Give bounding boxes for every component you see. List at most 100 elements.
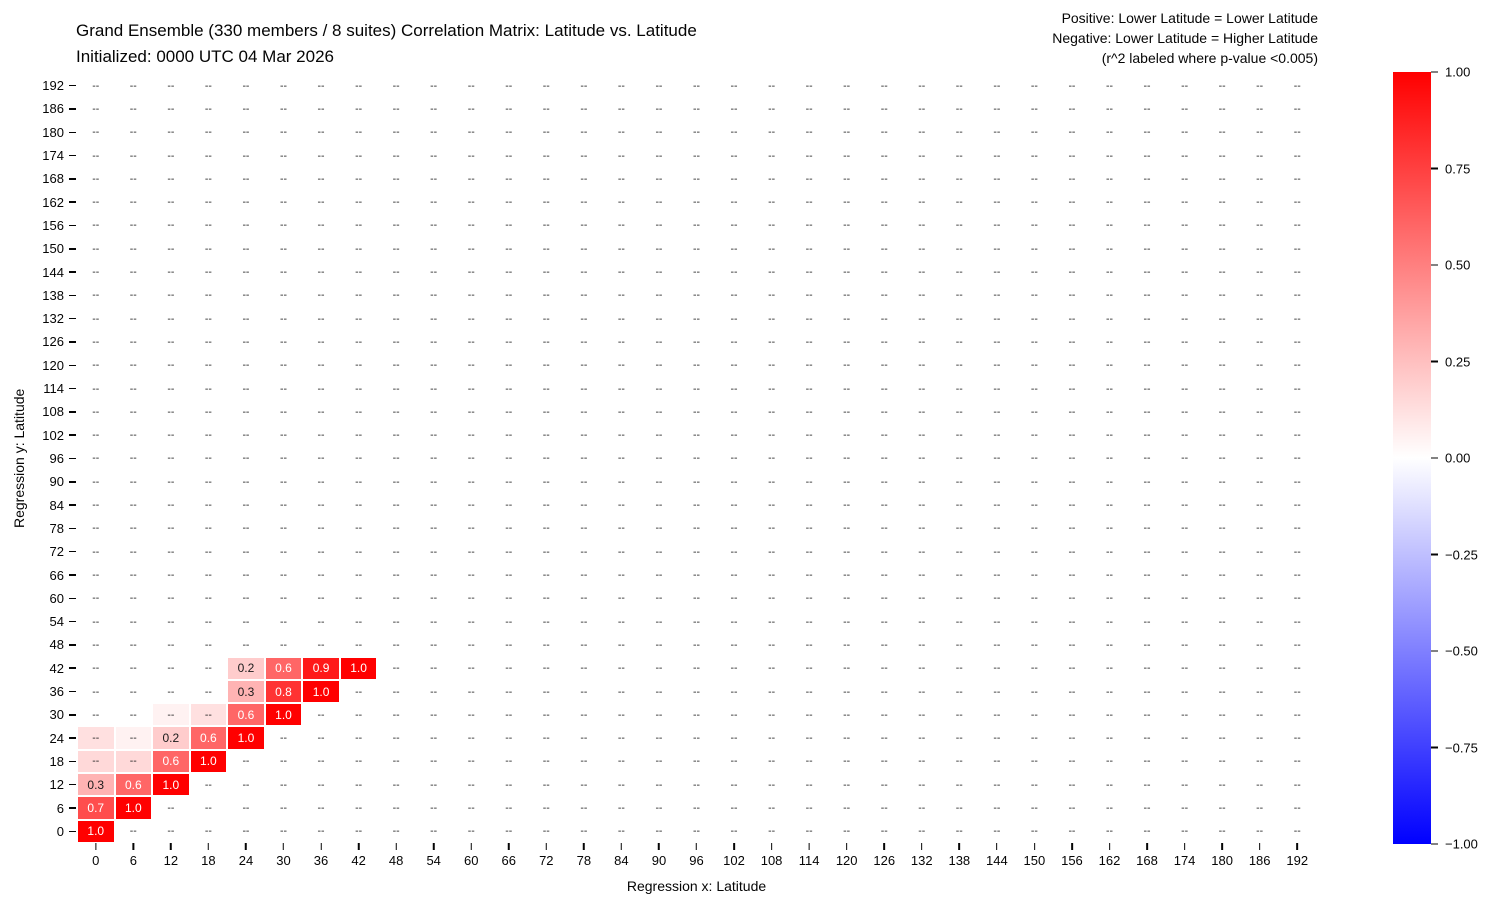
- heatmap-cell: --: [940, 237, 979, 261]
- heatmap-cell: --: [940, 376, 979, 401]
- heatmap-cell: --: [790, 330, 828, 354]
- heatmap-cell: --: [715, 679, 753, 704]
- heatmap-cell: --: [865, 74, 903, 98]
- heatmap-cell: --: [715, 97, 753, 121]
- heatmap-cell: --: [339, 540, 378, 564]
- heatmap-cell: --: [752, 609, 791, 634]
- heatmap-cell: --: [752, 283, 791, 308]
- heatmap-cell: --: [640, 237, 678, 261]
- heatmap-cell: --: [264, 260, 303, 284]
- heatmap-cell: --: [490, 773, 528, 797]
- heatmap-cell: --: [827, 609, 866, 634]
- heatmap-cell: --: [452, 703, 490, 727]
- heatmap-cell: --: [1240, 493, 1279, 517]
- heatmap-cell: --: [1165, 190, 1204, 214]
- heatmap-cell: --: [77, 74, 115, 98]
- x-axis-tick-mark: [207, 843, 210, 850]
- heatmap-cell: --: [452, 237, 490, 261]
- heatmap-cell: --: [865, 516, 903, 541]
- heatmap-cell: 0.2: [227, 656, 265, 680]
- heatmap-cell: --: [1128, 516, 1166, 541]
- heatmap-cell: --: [227, 120, 265, 144]
- heatmap-cell: --: [377, 703, 415, 727]
- heatmap-cell: --: [1203, 376, 1241, 401]
- heatmap-cell: --: [903, 679, 941, 704]
- heatmap-cell: --: [527, 353, 566, 377]
- heatmap-cell: --: [377, 400, 415, 424]
- heatmap-cell: --: [339, 237, 378, 261]
- heatmap-cell: --: [189, 330, 228, 354]
- x-axis-tick: 126: [873, 843, 895, 868]
- heatmap-cell: --: [827, 237, 866, 261]
- heatmap-cell: --: [1278, 633, 1316, 657]
- heatmap-cell: --: [752, 260, 791, 284]
- heatmap-cell: --: [1090, 330, 1129, 354]
- heatmap-cell: --: [452, 679, 490, 704]
- heatmap-cell: --: [752, 633, 791, 657]
- heatmap-cell: --: [640, 400, 678, 424]
- heatmap-cell: --: [452, 167, 490, 191]
- heatmap-cell: --: [978, 353, 1016, 377]
- heatmap-cell: --: [490, 703, 528, 727]
- heatmap-cell: --: [640, 74, 678, 98]
- x-axis-tick-label: 96: [689, 853, 704, 868]
- heatmap-cell: --: [1240, 97, 1279, 121]
- heatmap-cell: --: [414, 400, 453, 424]
- heatmap-cell: --: [1165, 749, 1204, 774]
- heatmap-cell: --: [903, 353, 941, 377]
- heatmap-cell: --: [978, 74, 1016, 98]
- colorbar-tick-label: 0.00: [1445, 450, 1471, 466]
- heatmap-cell: --: [114, 330, 153, 354]
- heatmap-cell: --: [1090, 260, 1129, 284]
- heatmap-cell: --: [114, 213, 153, 238]
- heatmap-cell: --: [527, 493, 566, 517]
- heatmap-cell: --: [1165, 97, 1204, 121]
- heatmap-cell: --: [1165, 726, 1204, 750]
- heatmap-cell: --: [339, 167, 378, 191]
- heatmap-cell: --: [940, 516, 979, 541]
- y-axis-tick-label: 120: [42, 357, 64, 373]
- heatmap-cell: --: [752, 819, 791, 843]
- heatmap-cell: --: [189, 307, 228, 331]
- x-axis-tick-mark: [508, 843, 510, 850]
- heatmap-cell: --: [752, 749, 791, 774]
- heatmap-cell: --: [865, 540, 903, 564]
- colorbar-tick-mark: [1431, 843, 1438, 845]
- heatmap-cell: --: [1165, 773, 1204, 797]
- heatmap-cell: --: [1053, 679, 1091, 704]
- heatmap-cell: --: [978, 446, 1016, 471]
- heatmap-cell: --: [1165, 353, 1204, 377]
- heatmap-cell: --: [827, 330, 866, 354]
- heatmap-cell: --: [1015, 307, 1054, 331]
- y-axis-tick: 102: [0, 427, 77, 443]
- heatmap-cell: --: [677, 749, 716, 774]
- heatmap-cell: --: [527, 190, 566, 214]
- heatmap-cell: --: [827, 120, 866, 144]
- x-axis-tick: 66: [502, 843, 516, 868]
- heatmap-cell: --: [152, 796, 190, 820]
- heatmap-cell: --: [1203, 470, 1241, 494]
- heatmap-cell: --: [452, 656, 490, 680]
- heatmap-cell: --: [790, 283, 828, 308]
- heatmap-cell: --: [189, 773, 228, 797]
- heatmap-cell: --: [377, 540, 415, 564]
- heatmap-cell: --: [1128, 819, 1166, 843]
- heatmap-cell: --: [1203, 819, 1241, 843]
- heatmap-cell: --: [978, 307, 1016, 331]
- heatmap-cell: --: [1278, 97, 1316, 121]
- heatmap-cell: --: [264, 796, 303, 820]
- heatmap-cell: --: [1128, 143, 1166, 168]
- heatmap-cell: --: [414, 353, 453, 377]
- heatmap-cell: --: [1203, 167, 1241, 191]
- heatmap-cell: --: [752, 423, 791, 447]
- heatmap-cell: --: [527, 656, 566, 680]
- heatmap-cell: --: [452, 609, 490, 634]
- heatmap-cell: --: [264, 376, 303, 401]
- heatmap-grid: -- -- -- -- -- -- -- -- -- -- -- -- -- -- -- -- -- -- -- --…: [77, 74, 1316, 843]
- heatmap-cell: --: [1203, 703, 1241, 727]
- heatmap-cell: --: [940, 330, 979, 354]
- x-axis-tick-mark: [770, 843, 773, 850]
- heatmap-cell: --: [677, 400, 716, 424]
- y-axis-tick-mark: [69, 271, 76, 273]
- heatmap-cell: --: [1278, 283, 1316, 308]
